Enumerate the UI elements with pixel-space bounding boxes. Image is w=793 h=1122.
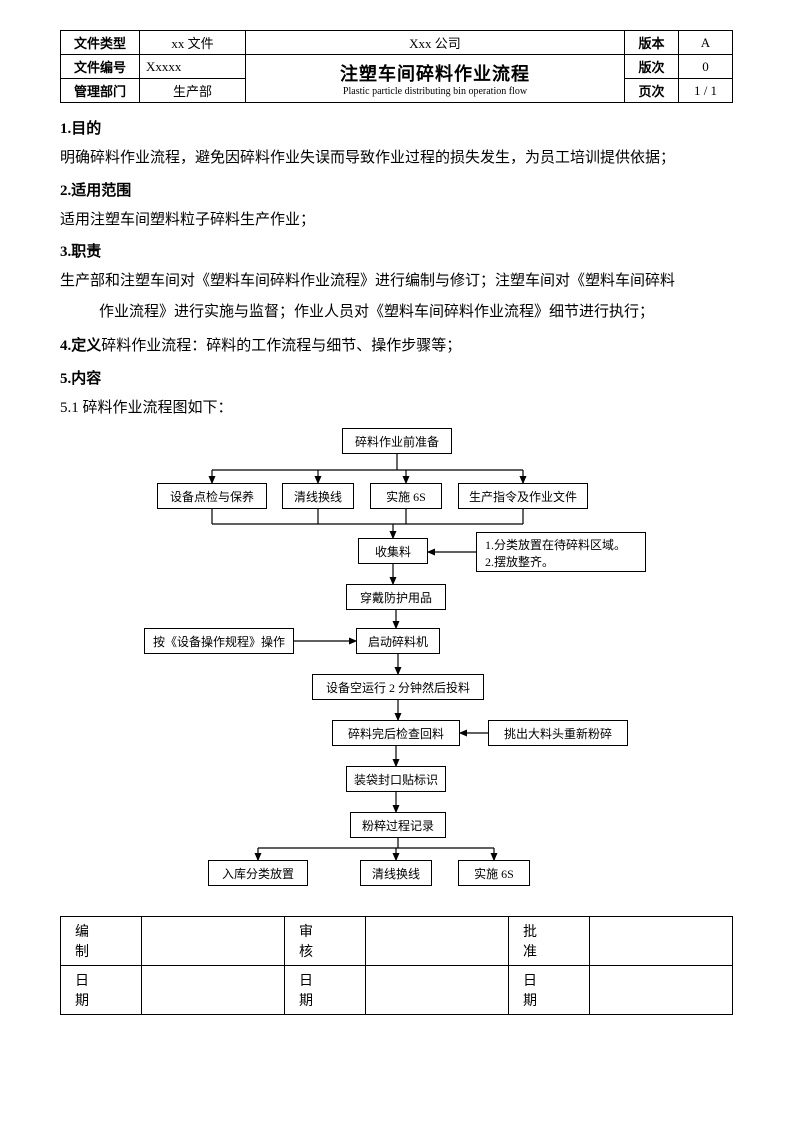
section-2-heading: 2.适用范围 — [60, 179, 733, 200]
section-3-body-line1: 生产部和注塑车间对《塑料车间碎料作业流程》进行编制与修订；注塑车间对《塑料车间碎… — [60, 267, 733, 296]
flow-node-n_collect: 收集料 — [358, 538, 428, 564]
signature-row-1: 编 制 审 核 批 准 — [61, 917, 733, 966]
flow-node-n_doc: 生产指令及作业文件 — [458, 483, 588, 509]
section-2-body: 适用注塑车间塑料粒子碎料生产作业； — [60, 206, 733, 235]
hdr-doc-no-value: Xxxxx — [140, 55, 246, 79]
section-1-num: 1. — [60, 121, 71, 137]
hdr-title-cn: 注塑车间碎料作业流程 — [250, 60, 620, 86]
flow-note-line1: 1.分类放置在待碎料区域。 — [485, 537, 637, 554]
flow-node-n_clear1: 清线换线 — [282, 483, 354, 509]
section-1-body: 明确碎料作业流程，避免因碎料作业失误而导致作业过程的损失发生，为员工培训提供依据… — [60, 144, 733, 173]
section-2-num: 2. — [60, 183, 71, 199]
sig-date3-label: 日 期 — [508, 966, 589, 1015]
section-1-heading: 1.目的 — [60, 117, 733, 138]
section-1-title: 目的 — [71, 121, 101, 137]
flow-node-n_bignote: 挑出大料头重新粉碎 — [488, 720, 628, 746]
flow-note-line2: 2.摆放整齐。 — [485, 554, 637, 571]
section-3-body-line2: 作业流程》进行实施与监督；作业人员对《塑料车间碎料作业流程》细节进行执行； — [60, 298, 733, 327]
sig-reviewer-label: 审 核 — [284, 917, 365, 966]
section-3-heading: 3.职责 — [60, 240, 733, 261]
flow-node-n_6s2: 实施 6S — [458, 860, 530, 886]
document-page: 文件类型 xx 文件 Xxx 公司 版本 A 文件编号 Xxxxx 注塑车间碎料… — [0, 0, 793, 1122]
flow-node-n_6s1: 实施 6S — [370, 483, 442, 509]
flow-node-n_store: 入库分类放置 — [208, 860, 308, 886]
section-4-num: 4. — [60, 338, 71, 354]
hdr-dept-label: 管理部门 — [61, 79, 140, 103]
section-5-num: 5. — [60, 371, 71, 387]
hdr-company: Xxx 公司 — [246, 31, 625, 55]
flowchart: 碎料作业前准备设备点检与保养清线换线实施 6S生产指令及作业文件收集料1.分类放… — [60, 428, 733, 898]
flow-node-n_wear: 穿戴防护用品 — [346, 584, 446, 610]
sig-approver-value — [589, 917, 732, 966]
flow-node-n_prep: 碎料作业前准备 — [342, 428, 452, 454]
sig-date3-value — [589, 966, 732, 1015]
flow-node-n_check2: 碎料完后检查回料 — [332, 720, 460, 746]
sig-approver-label: 批 准 — [508, 917, 589, 966]
hdr-doc-no-label: 文件编号 — [61, 55, 140, 79]
section-2-title: 适用范围 — [71, 183, 131, 199]
flow-node-n_check: 设备点检与保养 — [157, 483, 267, 509]
flow-node-n_start: 启动碎料机 — [356, 628, 440, 654]
hdr-doc-type-label: 文件类型 — [61, 31, 140, 55]
sig-author-value — [141, 917, 284, 966]
hdr-rev-value: 0 — [679, 55, 733, 79]
hdr-title-cell: 注塑车间碎料作业流程 Plastic particle distributing… — [246, 55, 625, 103]
hdr-version-value: A — [679, 31, 733, 55]
flow-node-n_run: 设备空运行 2 分钟然后投料 — [312, 674, 484, 700]
sig-date1-label: 日 期 — [61, 966, 142, 1015]
flow-node-n_record: 粉粹过程记录 — [350, 812, 446, 838]
flow-node-n_pack: 装袋封口贴标识 — [346, 766, 446, 792]
sig-date2-value — [365, 966, 508, 1015]
sig-date2-label: 日 期 — [284, 966, 365, 1015]
hdr-version-label: 版本 — [625, 31, 679, 55]
section-4-rest: 碎料作业流程：碎料的工作流程与细节、操作步骤等； — [101, 338, 461, 354]
signature-table: 编 制 审 核 批 准 日 期 日 期 日 期 — [60, 916, 733, 1015]
signature-row-2: 日 期 日 期 日 期 — [61, 966, 733, 1015]
hdr-rev-label: 版次 — [625, 55, 679, 79]
hdr-doc-type-value: xx 文件 — [140, 31, 246, 55]
flow-node-n_clear2: 清线换线 — [360, 860, 432, 886]
section-4-title: 定义 — [71, 338, 101, 354]
flow-node-n_opnote: 按《设备操作规程》操作 — [144, 628, 294, 654]
section-3-num: 3. — [60, 244, 71, 260]
hdr-dept-value: 生产部 — [140, 79, 246, 103]
section-5-sub: 5.1 碎料作业流程图如下： — [60, 394, 733, 423]
hdr-page-value: 1 / 1 — [679, 79, 733, 103]
section-3-title: 职责 — [71, 244, 101, 260]
section-4: 4.定义碎料作业流程：碎料的工作流程与细节、操作步骤等； — [60, 332, 733, 361]
header-table: 文件类型 xx 文件 Xxx 公司 版本 A 文件编号 Xxxxx 注塑车间碎料… — [60, 30, 733, 103]
section-5-title: 内容 — [71, 371, 101, 387]
sig-reviewer-value — [365, 917, 508, 966]
hdr-title-en: Plastic particle distributing bin operat… — [250, 86, 620, 97]
flow-node-n_note1: 1.分类放置在待碎料区域。2.摆放整齐。 — [476, 532, 646, 572]
section-5-heading: 5.内容 — [60, 367, 733, 388]
sig-author-label: 编 制 — [61, 917, 142, 966]
sig-date1-value — [141, 966, 284, 1015]
hdr-page-label: 页次 — [625, 79, 679, 103]
